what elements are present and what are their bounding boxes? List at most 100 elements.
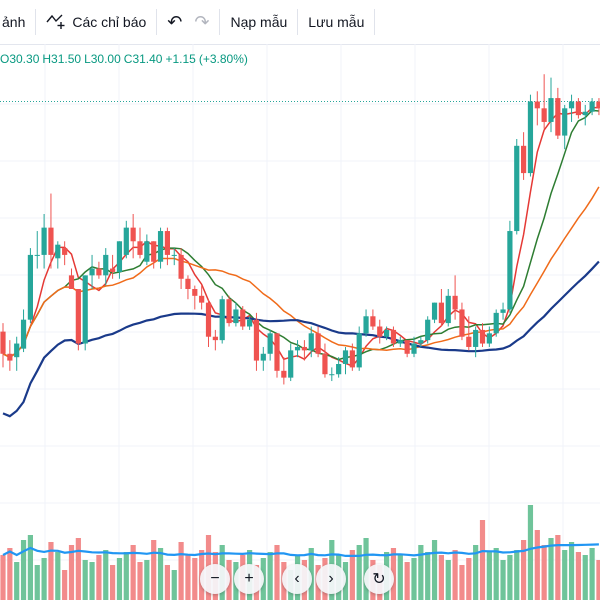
toolbar-separator [219, 9, 221, 35]
volume-bar [459, 565, 465, 600]
volume-bar [431, 540, 438, 600]
volume-bar [562, 550, 568, 600]
redo-button[interactable]: ↷ [188, 0, 219, 44]
zoom-in-icon: + [244, 570, 254, 587]
volume-bar [596, 560, 600, 600]
candle-body [562, 108, 568, 136]
candle-body [541, 108, 547, 122]
candle-body [82, 275, 88, 344]
volume-bar [0, 555, 6, 600]
toolbar-separator [156, 9, 158, 35]
candle-body [452, 295, 458, 310]
candle-body [233, 309, 239, 324]
candle-body [48, 227, 54, 255]
candle-body [493, 312, 499, 334]
toolbar-separator [374, 9, 376, 35]
candle-body [301, 346, 307, 351]
candle-body [116, 241, 123, 272]
candle-body [34, 254, 40, 256]
save-template-label: Lưu mẫu [308, 14, 365, 30]
candle-body [466, 336, 472, 347]
volume-bar [507, 555, 513, 600]
candle-body [281, 370, 287, 378]
volume-bar [568, 542, 575, 600]
volume-bar [48, 542, 54, 600]
indicators-icon [46, 12, 66, 33]
candle-body [329, 374, 335, 376]
candle-body [185, 278, 191, 289]
load-template-button[interactable]: Nạp mẫu [220, 0, 297, 44]
candle-body [294, 346, 301, 351]
candle-body [308, 333, 314, 351]
reset-chart-button[interactable]: ↻ [364, 564, 394, 594]
candle-body [75, 289, 81, 344]
scroll-left-button[interactable]: ‹ [282, 564, 312, 594]
volume-bar [96, 555, 102, 600]
volume-bar [41, 558, 47, 600]
volume-bar [171, 570, 177, 600]
save-template-button[interactable]: Lưu mẫu [298, 0, 374, 44]
candle-body [110, 268, 116, 272]
ohlc-low: L30.00 [84, 52, 121, 66]
volume-bar [404, 562, 410, 600]
candle-body [20, 319, 27, 349]
candle-body [178, 254, 184, 279]
indicators-button[interactable]: Các chỉ báo [36, 0, 156, 44]
redo-icon: ↷ [194, 11, 210, 32]
candle-body [226, 299, 232, 324]
volume-bar [438, 555, 444, 600]
zoom-out-button[interactable]: − [200, 564, 230, 594]
candle-body [27, 254, 33, 320]
toolbar-partial-button[interactable]: ảnh [0, 0, 35, 44]
candle-body [288, 350, 294, 378]
candle-body [68, 275, 75, 289]
volume-bar [68, 545, 75, 600]
candle-body [96, 268, 102, 276]
ma-line-navy [2, 260, 600, 418]
reset-icon: ↻ [372, 571, 386, 588]
candle-body [521, 145, 527, 174]
candle-body [404, 340, 410, 354]
ohlc-change-pct: (+3.80%) [198, 52, 248, 66]
candle-body [534, 101, 540, 109]
zoom-out-icon: − [210, 570, 220, 587]
scroll-right-button[interactable]: › [316, 564, 346, 594]
candle-body [253, 319, 260, 361]
ohlc-close: C31.40 [123, 52, 163, 66]
toolbar-separator [35, 9, 37, 35]
indicators-label: Các chỉ báo [72, 14, 147, 30]
price-chart[interactable] [0, 44, 600, 600]
candle-body [240, 309, 246, 327]
volume-bar [103, 550, 109, 600]
volume-bar [7, 548, 13, 600]
candle-body [390, 329, 397, 344]
zoom-in-button[interactable]: + [234, 564, 264, 594]
volume-bar [151, 540, 157, 600]
volume-bar [548, 538, 554, 600]
volume-bar [582, 555, 588, 600]
undo-button[interactable]: ↶ [157, 0, 188, 44]
candle-body [171, 254, 177, 256]
volume-bar [110, 565, 116, 600]
ma-line-green [2, 109, 599, 361]
volume-bar [356, 545, 362, 600]
volume-bar [397, 555, 403, 600]
candle-body [219, 299, 225, 341]
candle-body [356, 333, 362, 368]
volume-bar [500, 560, 506, 600]
candle-body [137, 241, 143, 255]
ohlc-high: H31.50 [42, 52, 82, 66]
candle-body [349, 350, 355, 368]
candle-body [507, 231, 513, 310]
toolbar-partial-label: ảnh [2, 14, 26, 30]
volume-bar [75, 538, 81, 600]
candle-body [212, 336, 218, 341]
candle-body [260, 353, 266, 361]
volume-bar [130, 545, 136, 600]
volume-bar [466, 558, 472, 600]
candle-body [144, 241, 150, 262]
volume-bar [486, 552, 492, 600]
candle-body [205, 302, 212, 337]
candle-body [62, 248, 68, 255]
candle-body [363, 316, 369, 334]
